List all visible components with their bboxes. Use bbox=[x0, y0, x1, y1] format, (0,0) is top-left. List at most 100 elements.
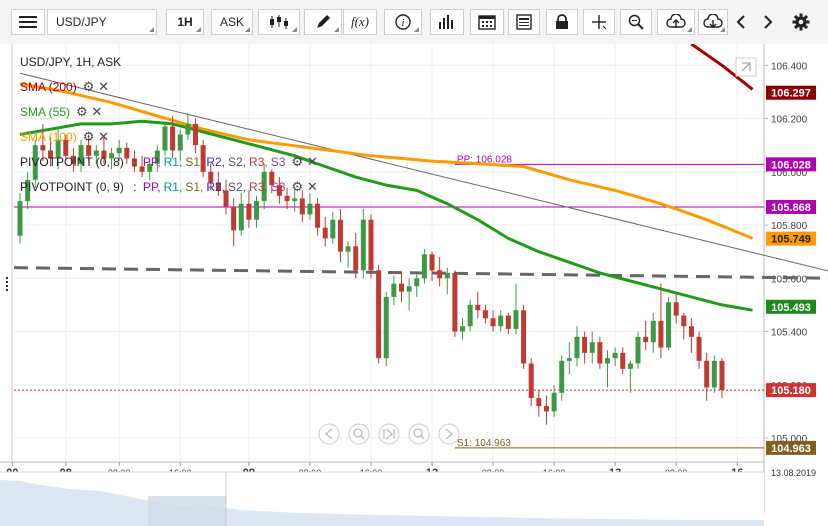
candle-body bbox=[475, 304, 481, 311]
pivot-level-label: PP, bbox=[142, 180, 161, 194]
y-tick-label: 106.000 bbox=[771, 168, 808, 179]
draw-tools-button[interactable] bbox=[304, 9, 342, 35]
legend-pivotpoint-9[interactable]: PIVOTPOINT (0, 9) : PP, R1, S1, R2, S2, R3, S3… bbox=[20, 179, 319, 195]
candle bbox=[345, 241, 351, 268]
candle-body bbox=[254, 201, 260, 220]
candle-body bbox=[101, 150, 107, 159]
candle-body bbox=[711, 360, 717, 388]
y-tick-label: 105.800 bbox=[771, 221, 808, 232]
download-button[interactable] bbox=[698, 9, 728, 35]
chevron-left-icon bbox=[736, 15, 745, 29]
svg-text:i: i bbox=[401, 17, 404, 29]
pivot-level-label: S3 bbox=[270, 155, 286, 169]
sma55-close-icon[interactable]: ✕ bbox=[91, 104, 103, 119]
candle bbox=[337, 209, 343, 263]
candle bbox=[40, 123, 46, 162]
calendar-button[interactable] bbox=[470, 9, 504, 35]
price-labels: 106.297 106.028 105.868 105.749 105.493 105.1… bbox=[766, 85, 816, 455]
candle bbox=[551, 384, 557, 417]
menu-button[interactable] bbox=[11, 9, 45, 35]
candle bbox=[505, 312, 511, 335]
pivot9-separator: : bbox=[133, 180, 137, 194]
candle bbox=[330, 211, 336, 244]
candle-body bbox=[589, 342, 595, 353]
sma200-settings-gear-icon[interactable]: ⚙ bbox=[82, 79, 95, 94]
nav-back-button[interactable] bbox=[318, 423, 340, 445]
pivot9-close-icon[interactable]: ✕ bbox=[306, 179, 318, 194]
pivot-level-label: S1, bbox=[185, 155, 204, 169]
pivot-level-label: PP, bbox=[142, 155, 161, 169]
nav-reset-button[interactable] bbox=[378, 423, 400, 445]
candle bbox=[582, 331, 588, 364]
scroll-right-button[interactable] bbox=[755, 9, 781, 35]
candle bbox=[681, 312, 687, 340]
candle bbox=[116, 139, 122, 162]
candle-body bbox=[399, 283, 404, 292]
symbol-selector[interactable]: USD/JPY bbox=[47, 9, 157, 35]
volume-button[interactable] bbox=[430, 9, 464, 35]
legend-sma200[interactable]: SMA (200) ⚙ ✕ bbox=[20, 79, 110, 95]
pivot8-settings-gear-icon[interactable]: ⚙ bbox=[291, 154, 304, 169]
nav-back-icon bbox=[324, 428, 333, 440]
candle-body bbox=[513, 310, 519, 329]
nav-forward-button[interactable] bbox=[438, 423, 460, 445]
sma100-settings-gear-icon[interactable]: ⚙ bbox=[82, 129, 95, 144]
sma55-label: SMA (55) bbox=[20, 105, 71, 119]
info-button[interactable]: i bbox=[384, 9, 422, 35]
candle bbox=[513, 283, 519, 335]
news-button[interactable] bbox=[508, 9, 540, 35]
pivot8-levels: PP, R1, S1, R2, S2, R3, S3 bbox=[140, 155, 286, 169]
maximize-button[interactable] bbox=[735, 57, 757, 77]
candle bbox=[406, 278, 412, 311]
legend-pivotpoint-8[interactable]: PIVOTPOINT (0, 8) : PP, R1, S1, R2, S2, R3, S3… bbox=[20, 154, 319, 170]
price-chart[interactable]: 106.400 106.200 106.000 105.800 105.600 105.4… bbox=[0, 44, 828, 526]
candle bbox=[93, 145, 99, 164]
sma200-close-icon[interactable]: ✕ bbox=[98, 79, 109, 94]
candle bbox=[307, 193, 313, 220]
legend-sma55[interactable]: SMA (55) ⚙ ✕ bbox=[20, 104, 103, 120]
zoom-button[interactable] bbox=[620, 9, 652, 35]
sma55-settings-gear-icon[interactable]: ⚙ bbox=[76, 104, 88, 119]
price-type-selector[interactable]: ASK bbox=[211, 9, 253, 35]
scroll-left-button[interactable] bbox=[728, 9, 754, 35]
lock-button[interactable] bbox=[546, 9, 578, 35]
pivot-level-label: S2, bbox=[228, 180, 247, 194]
nav-zoom-in-button[interactable] bbox=[408, 423, 430, 445]
nav-zoom-out-button[interactable] bbox=[348, 423, 370, 445]
price-label-text: 104.963 bbox=[771, 443, 811, 455]
candle-body bbox=[666, 302, 672, 348]
crosshair-button[interactable] bbox=[583, 9, 615, 35]
chart-type-button[interactable] bbox=[258, 9, 300, 35]
left-resize-handle[interactable] bbox=[6, 277, 8, 291]
candle-body bbox=[536, 398, 542, 407]
candle-body bbox=[650, 320, 656, 343]
pivot8-close-icon[interactable]: ✕ bbox=[306, 154, 318, 169]
navigator-overview[interactable] bbox=[0, 471, 764, 526]
volume-bars-icon bbox=[439, 15, 453, 29]
toolbar: USD/JPY 1H ASK f(x) i bbox=[0, 0, 828, 45]
settings-button[interactable] bbox=[786, 9, 816, 35]
price-label-box bbox=[766, 383, 816, 398]
pivot-level-label: R3, bbox=[249, 155, 268, 169]
candle-body bbox=[353, 246, 359, 271]
chart-title: USD/JPY, 1H, ASK bbox=[20, 55, 122, 69]
candle bbox=[666, 296, 672, 351]
candle-body bbox=[299, 198, 305, 215]
candle bbox=[63, 134, 69, 159]
navigator-window[interactable] bbox=[148, 496, 226, 526]
indicators-button[interactable]: f(x) bbox=[343, 9, 377, 35]
price-label-box bbox=[766, 440, 816, 455]
price-label-text: 105.493 bbox=[771, 302, 811, 314]
candle bbox=[48, 137, 54, 167]
pivot-level-label: R2, bbox=[206, 180, 226, 194]
candle-body bbox=[192, 123, 198, 146]
pivot9-settings-gear-icon[interactable]: ⚙ bbox=[291, 179, 304, 194]
chevron-right-icon bbox=[764, 15, 773, 29]
sma100-close-icon[interactable]: ✕ bbox=[98, 129, 109, 144]
pivot8-separator: : bbox=[133, 155, 137, 169]
timeframe-selector[interactable]: 1H bbox=[166, 9, 204, 35]
upload-icon bbox=[666, 14, 686, 28]
pivot-level-label: R1, bbox=[163, 180, 183, 194]
upload-button[interactable] bbox=[657, 9, 695, 35]
legend-sma100[interactable]: SMA (100) ⚙ ✕ bbox=[20, 129, 110, 145]
